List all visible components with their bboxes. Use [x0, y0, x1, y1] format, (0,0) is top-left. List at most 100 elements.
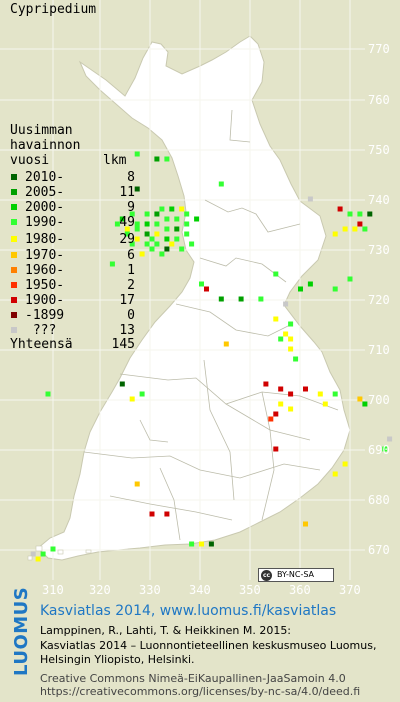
observation-point [174, 216, 180, 222]
legend-count: 1 [127, 263, 135, 278]
license-url-link[interactable]: https://creativecommons.org/licenses/by-… [40, 685, 361, 698]
x-tick-340: 340 [189, 583, 211, 597]
legend-row-1950: 1950- 2 [10, 278, 135, 293]
observation-point [283, 301, 289, 307]
legend-label: 1950- [25, 278, 65, 293]
observation-point [154, 211, 160, 217]
legend-count: 8 [127, 170, 135, 185]
observation-point [149, 511, 155, 517]
observation-point [273, 446, 279, 452]
atlas-heading-link[interactable]: Kasviatlas 2014, www.luomus.fi/kasviatla… [40, 603, 337, 619]
legend-count: 2 [127, 278, 135, 293]
y-tick-720: 720 [368, 293, 390, 307]
y-tick-730: 730 [368, 243, 390, 257]
legend-swatch [11, 219, 17, 225]
observation-point [362, 226, 368, 232]
legend-row-2000: 2000- 9 [10, 200, 135, 215]
legend-row-1970: 1970- 6 [10, 248, 135, 263]
observation-point [283, 331, 289, 337]
observation-point [119, 216, 125, 222]
observation-point [134, 151, 140, 157]
legend-row-1900: 1900- 17 [10, 293, 135, 308]
observation-point [169, 241, 175, 247]
observation-point [218, 181, 224, 187]
legend-label: 1990- [25, 215, 65, 230]
x-tick-330: 330 [139, 583, 161, 597]
observation-point [144, 221, 150, 227]
cc-license-badge[interactable]: cc BY-NC-SA [258, 568, 334, 582]
observation-point [288, 346, 294, 352]
legend-row-1990: 1990- 49 [10, 215, 135, 230]
legend-row-2005: 2005- 11 [10, 185, 135, 200]
observation-point [124, 231, 130, 237]
observation-point [332, 391, 338, 397]
legend-count: 49 [119, 215, 135, 230]
legend-title-line-1: Uusimman [10, 123, 73, 138]
observation-point [144, 231, 150, 237]
observation-point [109, 261, 115, 267]
observation-point [278, 401, 284, 407]
license-name: Creative Commons Nimeä-EiKaupallinen-Jaa… [40, 672, 346, 685]
legend-title-line-3: vuosi [10, 153, 50, 168]
observation-point [164, 216, 170, 222]
observation-point [174, 226, 180, 232]
observation-point [189, 541, 195, 547]
observation-point [342, 461, 348, 467]
observation-point [174, 236, 180, 242]
observation-point [307, 196, 313, 202]
observation-point [129, 211, 135, 217]
observation-point [179, 206, 185, 212]
observation-point [134, 186, 140, 192]
observation-point [273, 411, 279, 417]
legend-total: Yhteensä 145 [10, 337, 135, 352]
observation-point [352, 226, 358, 232]
luomus-logo: LUOMUS [11, 586, 32, 676]
y-tick-670: 670 [368, 543, 390, 557]
legend-swatch [11, 327, 17, 333]
observation-point [199, 541, 204, 547]
observation-point [179, 246, 185, 252]
legend-row-2010: 2010- 8 [10, 170, 135, 185]
legend-swatch [11, 267, 17, 273]
observation-points [30, 151, 393, 562]
legend-swatch [11, 174, 17, 180]
observation-point [134, 481, 140, 487]
legend-total-label: Yhteensä [10, 337, 73, 352]
observation-point [189, 241, 195, 247]
y-tick-690: 690 [368, 443, 390, 457]
observation-point [288, 321, 294, 327]
legend-label: 2005- [25, 185, 65, 200]
observation-point [199, 281, 204, 287]
observation-point [288, 406, 294, 412]
observation-point [303, 386, 308, 392]
observation-point [154, 221, 160, 227]
islands [27, 545, 92, 561]
observation-point [332, 231, 338, 237]
observation-point [367, 211, 373, 217]
observation-point [273, 271, 279, 277]
observation-point [164, 236, 170, 242]
observation-point [164, 246, 170, 252]
observation-point [149, 236, 155, 242]
observation-point [362, 401, 368, 407]
legend-count: 11 [119, 185, 135, 200]
province-borders [83, 109, 339, 541]
observation-point [268, 416, 274, 422]
legend-swatch [11, 236, 17, 242]
observation-point [45, 391, 51, 397]
y-tick-740: 740 [368, 193, 390, 207]
observation-point [278, 386, 284, 392]
finland-land [37, 35, 351, 561]
legend-swatch [11, 297, 17, 303]
observation-point [129, 396, 135, 402]
observation-point [208, 541, 214, 547]
observation-point [218, 296, 224, 302]
citation-publisher-line-2: Helsingin Yliopisto, Helsinki. [40, 653, 195, 666]
legend-label: 1960- [25, 263, 65, 278]
observation-point [154, 231, 160, 237]
observation-point [184, 211, 190, 217]
x-tick-350: 350 [239, 583, 261, 597]
legend-row-1980: 1980- 29 [10, 232, 135, 247]
observation-point [35, 556, 41, 562]
observation-point [258, 296, 264, 302]
